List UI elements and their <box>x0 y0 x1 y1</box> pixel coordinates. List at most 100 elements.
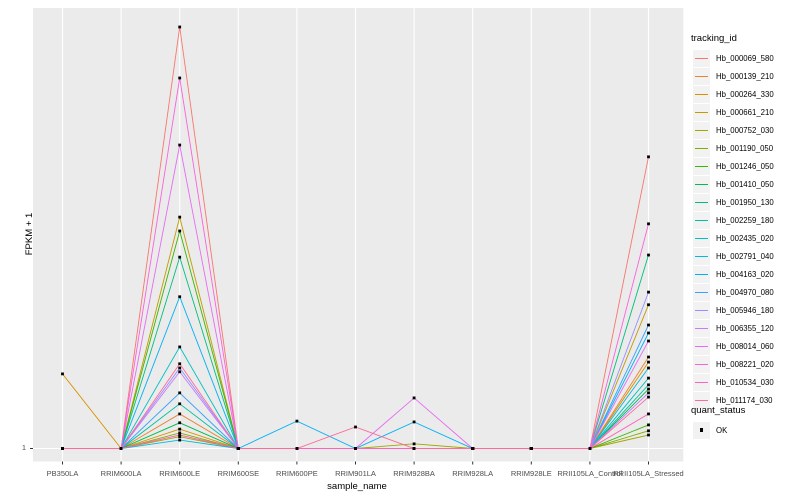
data-point-Hb_000661_210-RRIM600LE <box>178 215 182 219</box>
data-point-Hb_002435_020-RRII105LA_Stressed <box>647 376 650 380</box>
line-swatch-icon <box>693 319 710 337</box>
data-point-Hb_001246_050-RRII105LA_Stressed <box>647 423 650 427</box>
data-point-Hb_004163_020-RRIM928BA <box>412 420 416 424</box>
plot-panel <box>33 8 684 462</box>
legend-item-label: Hb_002435_020 <box>716 233 774 243</box>
legend-item-Hb_006355_120: Hb_006355_120 <box>691 319 774 337</box>
data-point-Hb_011174_030-PB350LA <box>61 447 64 450</box>
x-tick-label-RRIM901LA: RRIM901LA <box>335 469 376 478</box>
legend-item-Hb_005946_180: Hb_005946_180 <box>691 301 774 319</box>
legend-item-Hb_000264_330: Hb_000264_330 <box>691 85 774 103</box>
y-tick-label-1: 1 <box>21 443 26 452</box>
legend-item-label: Hb_000752_030 <box>716 125 774 135</box>
legend-item-label: Hb_011174_030 <box>716 395 773 405</box>
legend-item-label: Hb_008014_060 <box>716 341 774 351</box>
data-point-Hb_004163_020-RRIM600LE <box>178 295 182 299</box>
data-point-Hb_000752_030-RRIM928BA <box>412 442 416 446</box>
data-point-Hb_008014_060-RRIM928BA <box>412 396 416 400</box>
legend-item-Hb_011174_030: Hb_011174_030 <box>691 391 774 409</box>
data-point-Hb_011174_030-RRII105LA_Control <box>588 447 592 450</box>
legend-item-label: Hb_000661_210 <box>716 107 774 117</box>
legend-item-label: Hb_001190_050 <box>716 143 774 153</box>
data-point-Hb_000264_330-RRII105LA_Stressed <box>647 360 650 364</box>
line-swatch-icon <box>693 103 710 121</box>
data-point-Hb_001190_050-RRIM600LE <box>178 431 182 435</box>
x-tick-label-RRIM600LE: RRIM600LE <box>159 469 201 478</box>
data-point-Hb_011174_030-RRIM600SE <box>236 447 240 450</box>
data-point-Hb_008014_060-RRIM600LE <box>178 143 182 147</box>
data-point-Hb_011174_030-RRII105LA_Stressed <box>647 395 650 399</box>
legend-item-Hb_001190_050: Hb_001190_050 <box>691 139 774 157</box>
data-point-Hb_000069_580-RRIM600LE <box>178 25 182 29</box>
data-point-Hb_000069_580-RRII105LA_Stressed <box>647 155 650 159</box>
legend-panel: tracking_id Hb_000069_580 Hb_000139_210 Hb… <box>691 0 799 500</box>
legend-item-label: Hb_002259_180 <box>716 215 774 225</box>
x-tick-label-RRII105LA_Stressed: RRII105LA_Stressed <box>613 469 684 478</box>
legend-item-Hb_000661_210: Hb_000661_210 <box>691 103 774 121</box>
legend-title-tracking-id: tracking_id <box>691 33 737 44</box>
data-point-Hb_001190_050-RRII105LA_Stressed <box>647 429 650 433</box>
legend-item-label: Hb_001246_050 <box>716 161 774 171</box>
data-point-Hb_011174_030-RRIM600PE <box>295 447 299 450</box>
legend-items-tracking-id: Hb_000069_580 Hb_000139_210 Hb_000264_330 H… <box>691 49 774 409</box>
x-tick-label-RRII105LA_Control: RRII105LA_Control <box>557 469 623 478</box>
legend-item-label: Hb_008221_020 <box>716 359 774 369</box>
data-point-Hb_011174_030-RRIM928LE <box>529 447 533 450</box>
ok-point-icon <box>693 421 710 439</box>
line-swatch-icon <box>693 247 710 265</box>
data-point-Hb_000264_330-PB350LA <box>61 372 64 376</box>
data-point-Hb_000139_210-RRIM600LE <box>178 412 182 416</box>
x-tick-label-RRIM928LA: RRIM928LA <box>452 469 494 478</box>
data-point-Hb_011174_030-RRIM928LA <box>471 447 475 450</box>
legend-item-Hb_010534_030: Hb_010534_030 <box>691 373 774 391</box>
x-tick-label-RRIM928LE: RRIM928LE <box>510 469 552 478</box>
data-point-Hb_010534_030-RRII105LA_Stressed <box>647 412 650 416</box>
legend-item-Hb_002435_020: Hb_002435_020 <box>691 229 774 247</box>
line-swatch-icon <box>693 85 710 103</box>
data-point-Hb_011174_030-RRIM600LE <box>178 362 182 366</box>
legend-item-label: OK <box>716 425 728 435</box>
data-point-Hb_002259_180-RRIM600LE <box>178 402 182 406</box>
legend-item-label: Hb_004163_020 <box>716 269 774 279</box>
data-point-Hb_002791_040-RRII105LA_Stressed <box>647 366 650 370</box>
data-point-Hb_011174_030-RRIM600LA <box>119 447 123 450</box>
data-point-Hb_005946_180-RRII105LA_Stressed <box>647 290 650 294</box>
line-swatch-icon <box>693 175 710 193</box>
legend-item-quant-ok: OK <box>691 421 727 439</box>
y-axis-title: FPKM + 1 <box>23 212 35 256</box>
data-point-Hb_004163_020-RRII105LA_Stressed <box>647 331 650 335</box>
line-swatch-icon <box>693 157 710 175</box>
line-swatch-icon <box>693 193 710 211</box>
legend-item-label: Hb_005946_180 <box>716 305 774 315</box>
legend-item-Hb_008014_060: Hb_008014_060 <box>691 337 774 355</box>
legend-item-Hb_004163_020: Hb_004163_020 <box>691 265 774 283</box>
data-point-Hb_001410_050-RRIM600LE <box>178 421 182 425</box>
data-point-Hb_010534_030-RRIM901LA <box>354 447 357 450</box>
data-point-Hb_004970_080-RRII105LA_Stressed <box>647 323 650 327</box>
data-point-Hb_001950_130-RRII105LA_Stressed <box>647 253 650 257</box>
legend-item-Hb_002791_040: Hb_002791_040 <box>691 247 774 265</box>
line-swatch-icon <box>693 211 710 229</box>
legend-item-Hb_001950_130: Hb_001950_130 <box>691 193 774 211</box>
legend-item-Hb_000752_030: Hb_000752_030 <box>691 121 774 139</box>
data-point-Hb_001410_050-RRII105LA_Stressed <box>647 387 650 391</box>
line-swatch-icon <box>693 301 710 319</box>
data-point-Hb_010534_030-RRIM600LE <box>178 433 182 437</box>
line-swatch-icon <box>693 265 710 283</box>
data-point-Hb_002791_040-RRIM600LE <box>178 438 182 442</box>
line-swatch-icon <box>693 229 710 247</box>
line-swatch-icon <box>693 391 710 409</box>
line-swatch-icon <box>693 139 710 157</box>
x-tick-label-RRIM928BA: RRIM928BA <box>393 469 435 478</box>
legend-item-label: Hb_001410_050 <box>716 179 774 189</box>
data-point-Hb_008221_020-RRIM600LE <box>178 76 182 80</box>
legend-item-Hb_008221_020: Hb_008221_020 <box>691 355 774 373</box>
x-tick-label-RRIM600LA: RRIM600LA <box>100 469 142 478</box>
data-point-Hb_002259_180-RRII105LA_Stressed <box>647 383 650 387</box>
data-point-Hb_001246_050-RRIM600LE <box>178 229 182 233</box>
line-swatch-icon <box>693 67 710 85</box>
x-axis-title: sample_name <box>327 481 387 492</box>
legend-item-Hb_001246_050: Hb_001246_050 <box>691 157 774 175</box>
line-swatch-icon <box>693 121 710 139</box>
